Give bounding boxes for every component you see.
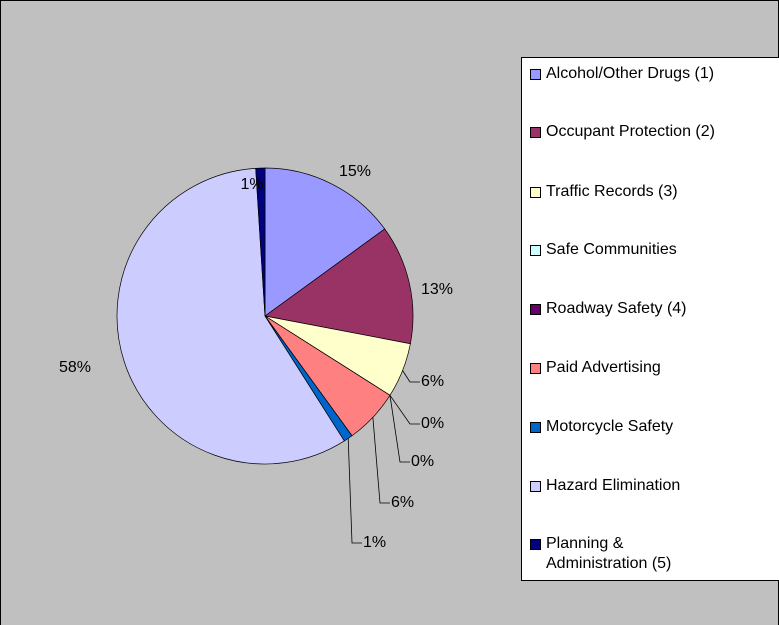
legend-swatch [530,422,541,433]
legend-item: Paid Advertising [530,358,661,378]
legend-label: Alcohol/Other Drugs (1) [546,65,715,82]
data-label: 0% [411,453,434,470]
legend-swatch [530,69,541,80]
legend-label: Hazard Elimination [546,477,681,494]
legend-item: Motorcycle Safety [530,417,673,437]
leader-line [389,395,410,463]
data-label: 1% [363,534,386,551]
legend: Alcohol/Other Drugs (1) Occupant Protecti… [521,57,779,581]
legend-label: Safe Communities [546,241,677,258]
legend-label: Paid Advertising [546,359,661,376]
pie-slice [264,228,414,345]
data-label: 58% [59,359,91,376]
legend-swatch [530,481,541,492]
legend-swatch [530,245,541,256]
data-label: 6% [421,373,444,390]
legend-label: Motorcycle Safety [546,418,674,435]
pie-slice [116,167,345,465]
data-label: 15% [339,163,371,180]
legend-item: Traffic Records (3) [530,182,678,202]
legend-label: Traffic Records (3) [546,183,678,200]
leader-line [402,370,420,383]
data-label: 1% [240,176,263,193]
data-label: 13% [421,281,453,298]
legend-item: Hazard Elimination [530,476,680,496]
legend-label: Roadway Safety (4) [546,300,687,317]
legend-label: Planning & Administration (5) [546,535,672,572]
legend-item: Planning & Administration (5) [530,534,696,574]
leader-line [347,438,362,544]
pie-slice [255,167,266,317]
legend-swatch [530,539,541,550]
legend-item: Safe Communities [530,240,677,260]
legend-swatch [530,127,541,138]
legend-label: Occupant Protection (2) [546,123,715,140]
data-label: 6% [391,494,414,511]
legend-swatch [530,187,541,198]
legend-item: Roadway Safety (4) [530,299,687,319]
legend-item: Alcohol/Other Drugs (1) [530,64,714,84]
legend-swatch [530,304,541,315]
data-label: 0% [421,415,444,432]
legend-item: Occupant Protection (2) [530,122,715,142]
pie-slice [264,167,386,317]
legend-swatch [530,363,541,374]
leader-line [389,395,420,425]
leader-line [372,417,390,504]
